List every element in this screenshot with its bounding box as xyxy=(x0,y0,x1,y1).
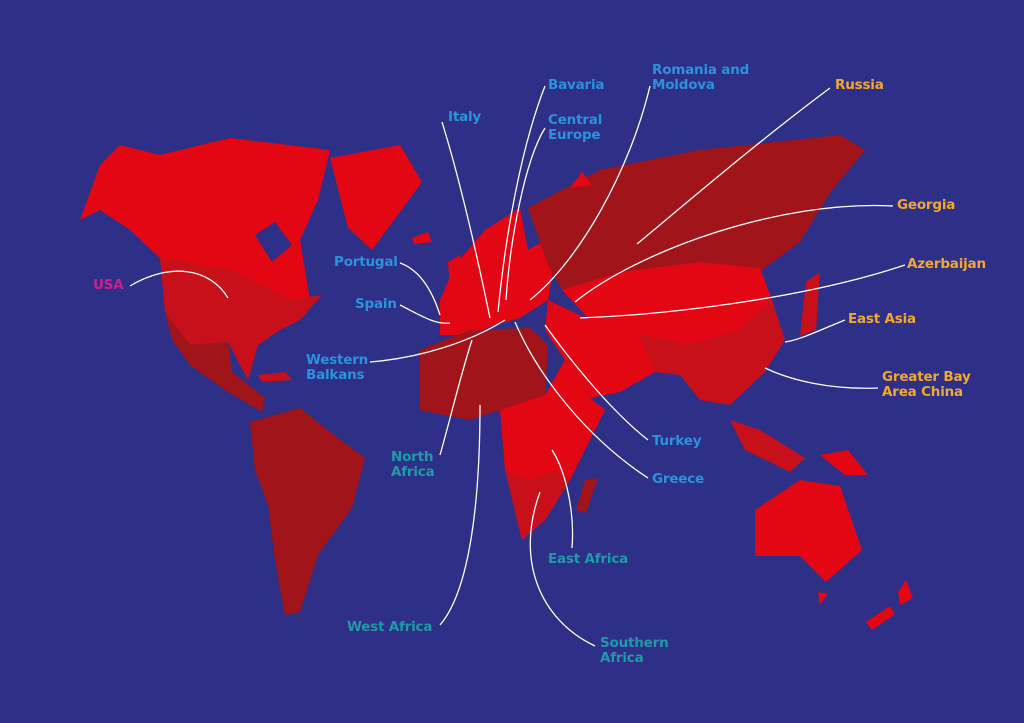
label-georgia: Georgia xyxy=(897,197,956,213)
label-east-asia: East Asia xyxy=(848,311,916,327)
leader-line-greater-bay xyxy=(764,367,879,389)
greenland xyxy=(330,145,422,250)
leader-line-italy xyxy=(441,121,491,319)
label-east-africa: East Africa xyxy=(548,551,629,567)
leader-line-east-africa xyxy=(551,449,574,549)
label-romania-moldova: Romania and Moldova xyxy=(652,62,750,93)
caribbean xyxy=(258,372,292,382)
leader-line-spain xyxy=(399,304,451,324)
leader-line-russia xyxy=(636,87,831,245)
label-bavaria: Bavaria xyxy=(548,77,605,93)
label-north-africa: North Africa xyxy=(391,449,435,480)
label-central-europe: Central Europe xyxy=(548,112,603,143)
southeast-asia-islands xyxy=(730,420,805,472)
leader-line-azerbaijan xyxy=(579,264,906,319)
label-italy: Italy xyxy=(448,109,482,125)
uk xyxy=(448,255,464,288)
mexico-central-america xyxy=(165,312,265,412)
leader-line-central-europe xyxy=(505,127,546,301)
new-guinea xyxy=(820,450,868,475)
leader-line-north-africa xyxy=(439,339,473,456)
russia xyxy=(528,135,865,290)
japan xyxy=(800,272,820,336)
leader-line-western-balkans xyxy=(369,319,506,363)
leader-line-romania-moldova xyxy=(529,85,651,301)
leader-line-usa xyxy=(129,270,229,299)
australia xyxy=(755,480,862,582)
label-southern-africa: Southern Africa xyxy=(600,635,669,666)
south-america xyxy=(250,408,365,615)
leader-line-west-africa xyxy=(439,404,481,626)
label-usa: USA xyxy=(93,277,124,293)
new-zealand-north xyxy=(898,580,913,605)
southern-africa xyxy=(505,470,570,540)
central-asia xyxy=(562,262,772,345)
label-turkey: Turkey xyxy=(652,433,702,449)
madagascar xyxy=(576,478,598,513)
middle-east xyxy=(545,300,655,398)
leader-line-southern-africa xyxy=(529,491,596,647)
canada xyxy=(80,138,330,300)
label-russia: Russia xyxy=(835,77,884,93)
leader-line-turkey xyxy=(544,324,649,441)
leader-line-portugal xyxy=(399,262,441,316)
label-spain: Spain xyxy=(355,296,397,312)
africa-north xyxy=(420,328,548,420)
iceland xyxy=(412,232,432,244)
new-zealand xyxy=(866,606,895,630)
hudson-bay xyxy=(255,222,292,262)
label-azerbaijan: Azerbaijan xyxy=(907,256,986,272)
label-greece: Greece xyxy=(652,471,705,487)
china-south-asia xyxy=(640,300,785,405)
leader-line-greece xyxy=(514,321,649,479)
leader-line-bavaria xyxy=(497,85,546,313)
usa xyxy=(160,258,322,380)
label-western-balkans: Western Balkans xyxy=(306,352,369,383)
label-portugal: Portugal xyxy=(334,254,398,270)
label-west-africa: West Africa xyxy=(347,619,433,635)
svalbard xyxy=(570,172,592,188)
label-greater-bay: Greater Bay Area China xyxy=(882,369,971,400)
leader-line-east-asia xyxy=(784,319,846,343)
tasmania xyxy=(818,592,828,605)
europe xyxy=(440,208,560,335)
leader-line-georgia xyxy=(574,204,894,303)
